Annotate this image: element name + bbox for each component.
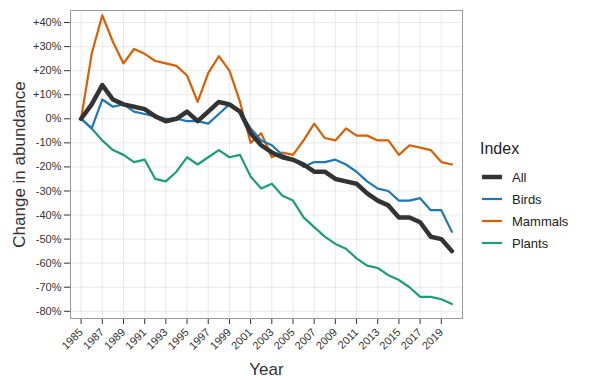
svg-text:2005: 2005	[271, 326, 297, 352]
svg-text:1991: 1991	[123, 326, 149, 352]
svg-text:-80%: -80%	[36, 305, 62, 317]
svg-text:Year: Year	[249, 360, 284, 379]
html-text:Plants: Plants	[512, 235, 549, 251]
svg-text:+20%: +20%	[33, 64, 62, 76]
svg-text:0%: 0%	[46, 112, 62, 124]
svg-text:1995: 1995	[165, 326, 191, 352]
svg-text:-60%: -60%	[36, 257, 62, 269]
html-text:Mammals: Mammals	[512, 213, 569, 229]
svg-text:-20%: -20%	[36, 160, 62, 172]
svg-text:2009: 2009	[313, 326, 339, 352]
svg-text:2019: 2019	[419, 326, 445, 352]
svg-text:1999: 1999	[208, 326, 234, 352]
svg-text:-50%: -50%	[36, 233, 62, 245]
svg-text:-30%: -30%	[36, 184, 62, 196]
svg-text:-10%: -10%	[36, 136, 62, 148]
svg-text:+30%: +30%	[33, 40, 62, 52]
html-text:Birds: Birds	[512, 191, 542, 207]
svg-text:2013: 2013	[356, 326, 382, 352]
svg-text:1989: 1989	[102, 326, 128, 352]
svg-text:1993: 1993	[144, 326, 170, 352]
svg-text:2015: 2015	[377, 326, 403, 352]
svg-text:-70%: -70%	[36, 281, 62, 293]
svg-text:2001: 2001	[229, 326, 255, 352]
svg-text:1985: 1985	[59, 326, 85, 352]
svg-text:2017: 2017	[398, 326, 424, 352]
svg-text:1987: 1987	[80, 326, 106, 352]
html-text:All: All	[512, 169, 527, 185]
svg-text:2011: 2011	[335, 326, 360, 351]
svg-text:1997: 1997	[186, 326, 212, 352]
svg-text:2003: 2003	[250, 326, 276, 352]
svg-text:-40%: -40%	[36, 209, 62, 221]
html-text:Index: Index	[480, 140, 520, 157]
svg-text:+40%: +40%	[33, 16, 62, 28]
svg-text:2007: 2007	[292, 326, 318, 352]
svg-text:+10%: +10%	[33, 88, 62, 100]
svg-text:Change in abundance: Change in abundance	[10, 81, 29, 247]
